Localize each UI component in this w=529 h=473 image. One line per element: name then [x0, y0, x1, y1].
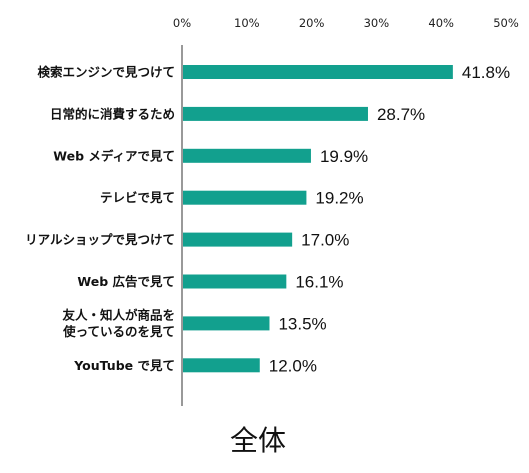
chart-subtitle: 全体 — [230, 424, 286, 457]
category-label: リアルショップで見つけて — [25, 232, 175, 247]
category-label: テレビで見て — [100, 190, 175, 205]
bar — [183, 274, 287, 289]
value-label: 19.2% — [315, 189, 363, 208]
value-label: 12.0% — [269, 356, 317, 375]
x-tick-label: 30% — [364, 16, 390, 30]
value-label: 41.8% — [462, 63, 510, 82]
category-label: 検索エンジンで見つけて — [37, 65, 175, 80]
bar — [183, 148, 311, 163]
value-label: 16.1% — [295, 273, 343, 292]
bar — [183, 358, 260, 373]
x-tick-label: 20% — [299, 16, 325, 30]
category-label: 日常的に消費するため — [50, 106, 175, 121]
x-tick-label: 10% — [234, 16, 260, 30]
value-label: 19.9% — [320, 147, 368, 166]
value-label: 17.0% — [301, 231, 349, 250]
category-label: Web メディアで見て — [53, 148, 175, 163]
x-tick-label: 50% — [493, 16, 519, 30]
bar — [183, 232, 293, 247]
value-label: 28.7% — [377, 105, 425, 124]
x-tick-label: 40% — [428, 16, 454, 30]
category-label: 友人・知人が商品を — [61, 308, 175, 323]
category-label: YouTube で見て — [73, 358, 175, 373]
bars — [183, 65, 453, 373]
bar — [183, 190, 307, 205]
value-label: 13.5% — [278, 314, 326, 333]
bar — [183, 316, 270, 331]
category-label: Web 広告で見て — [77, 274, 175, 289]
bar — [183, 106, 368, 121]
bar — [183, 65, 453, 79]
x-axis-ticks: 0% 10% 20% 30% 40% 50% — [173, 16, 519, 30]
category-label: 使っているのを見て — [62, 324, 175, 339]
value-labels: 41.8% 28.7% 19.9% 19.2% 17.0% 16.1% 13.5% 12.0% — [269, 63, 510, 375]
x-tick-label: 0% — [173, 16, 191, 30]
